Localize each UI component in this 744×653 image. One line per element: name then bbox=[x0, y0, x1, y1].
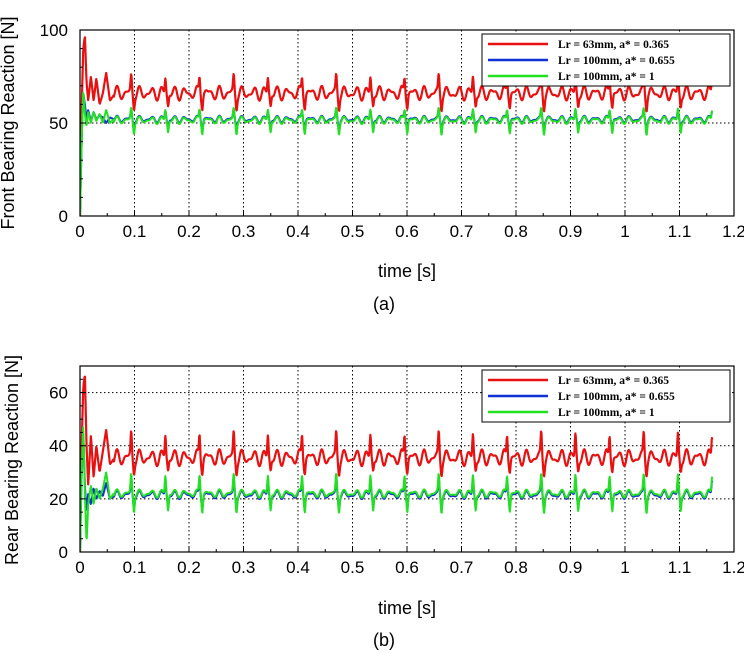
ticks-b: 0 0.1 0.2 0.3 0.4 0.5 0.6 0.7 0.8 0.9 1 1.1 1.2 0 20 40… bbox=[49, 365, 744, 577]
x-tick-label: 0.4 bbox=[286, 558, 310, 577]
x-tick-label: 0.2 bbox=[177, 558, 201, 577]
x-tick-label: 1.1 bbox=[668, 558, 692, 577]
x-tick-label: 1.2 bbox=[722, 222, 744, 241]
y-axis-label-b: Rear Bearing Reaction [N] bbox=[2, 355, 22, 565]
x-tick-label: 0.6 bbox=[395, 222, 419, 241]
legend-label-1: Lr = 63mm, a* = 0.365 bbox=[558, 375, 669, 387]
x-tick-label: 0.1 bbox=[123, 222, 147, 241]
legend-a: Lr = 63mm, a* = 0.365 Lr = 100mm, a* = 0.… bbox=[481, 33, 731, 87]
x-tick-label: 0.8 bbox=[504, 558, 528, 577]
x-tick-label: 1.1 bbox=[668, 222, 692, 241]
legend-label-3: Lr = 100mm, a* = 1 bbox=[558, 407, 655, 419]
y-tick-label: 40 bbox=[49, 437, 68, 456]
legend-label-3: Lr = 100mm, a* = 1 bbox=[558, 71, 655, 83]
x-tick-label: 0.6 bbox=[395, 558, 419, 577]
legend-label-2: Lr = 100mm, a* = 0.655 bbox=[558, 55, 675, 67]
x-tick-label: 0.1 bbox=[123, 558, 147, 577]
caption-b: (b) bbox=[373, 630, 395, 650]
caption-a: (a) bbox=[373, 294, 395, 314]
ticks-a: 0 0.1 0.2 0.3 0.4 0.5 0.6 0.7 0.8 0.9 1 1.1 1.2 0 50 10… bbox=[40, 21, 744, 241]
x-axis-label-a: time [s] bbox=[378, 261, 436, 281]
x-tick-label: 1 bbox=[620, 558, 629, 577]
x-tick-label: 1 bbox=[620, 222, 629, 241]
y-tick-label: 100 bbox=[40, 21, 68, 40]
x-tick-label: 1.2 bbox=[722, 558, 744, 577]
x-tick-label: 0.3 bbox=[232, 558, 256, 577]
x-tick-label: 0.7 bbox=[450, 558, 474, 577]
x-tick-label: 0.5 bbox=[341, 222, 365, 241]
x-tick-label: 0 bbox=[75, 558, 84, 577]
y-tick-label: 0 bbox=[59, 207, 68, 226]
x-tick-label: 0.9 bbox=[559, 222, 583, 241]
x-tick-label: 0.4 bbox=[286, 222, 310, 241]
series-line-3 bbox=[80, 426, 714, 552]
x-tick-label: 0.2 bbox=[177, 222, 201, 241]
x-tick-label: 0 bbox=[75, 222, 84, 241]
series-group-b bbox=[80, 375, 714, 552]
legend-label-2: Lr = 100mm, a* = 0.655 bbox=[558, 391, 675, 403]
chart-panel-a: 0 0.1 0.2 0.3 0.4 0.5 0.6 0.7 0.8 0.9 1 1.1 1.2 0 50 10… bbox=[0, 16, 744, 314]
y-tick-label: 0 bbox=[59, 543, 68, 562]
x-tick-label: 0.5 bbox=[341, 558, 365, 577]
legend-b: Lr = 63mm, a* = 0.365 Lr = 100mm, a* = 0.… bbox=[481, 369, 731, 423]
y-tick-label: 60 bbox=[49, 384, 68, 403]
series-line-3 bbox=[80, 91, 714, 216]
y-axis-label-a: Front Bearing Reaction [N] bbox=[0, 16, 18, 229]
x-tick-label: 0.8 bbox=[504, 222, 528, 241]
x-tick-label: 0.9 bbox=[559, 558, 583, 577]
x-tick-label: 0.3 bbox=[232, 222, 256, 241]
y-tick-label: 20 bbox=[49, 490, 68, 509]
chart-panel-b: 0 0.1 0.2 0.3 0.4 0.5 0.6 0.7 0.8 0.9 1 1.1 1.2 0 20 40… bbox=[2, 355, 744, 650]
legend-label-1: Lr = 63mm, a* = 0.365 bbox=[558, 39, 669, 51]
series-line-1 bbox=[80, 375, 714, 552]
x-axis-label-b: time [s] bbox=[378, 598, 436, 618]
x-tick-label: 0.7 bbox=[450, 222, 474, 241]
y-tick-label: 50 bbox=[49, 114, 68, 133]
